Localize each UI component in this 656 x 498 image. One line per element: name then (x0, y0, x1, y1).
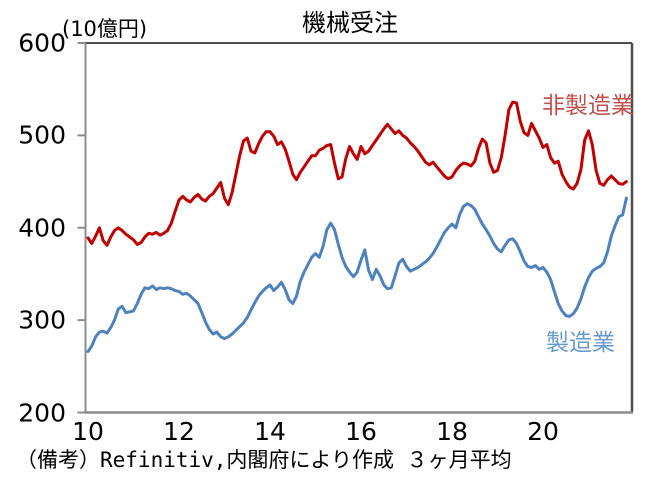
manufacturing-line (86, 196, 628, 353)
y-axis-unit-label: (10億円) (62, 17, 148, 41)
y-tick-label-200: 200 (18, 398, 66, 427)
nonmanufacturing-line (86, 100, 628, 247)
x-tick-label-16: 16 (345, 417, 377, 446)
chart-title: 機械受注 (302, 9, 398, 37)
series-label-manufacturing: 製造業 (546, 330, 615, 356)
y-tick-label-500: 500 (18, 120, 66, 150)
source-note: （備考）Refinitiv,内閣府により作成 ３ヶ月平均 (16, 448, 512, 472)
x-tick-label-12: 12 (163, 417, 195, 446)
x-tick-label-14: 14 (254, 417, 286, 446)
series-label-nonmanufacturing: 非製造業 (542, 93, 634, 119)
x-tick-label-18: 18 (436, 417, 468, 446)
y-tick-label-300: 300 (18, 305, 66, 335)
x-tick-label-20: 20 (527, 417, 559, 446)
y-tick-label-400: 400 (18, 213, 66, 243)
x-tick-label-10: 10 (72, 417, 104, 446)
y-tick-label-600: 600 (18, 28, 66, 58)
